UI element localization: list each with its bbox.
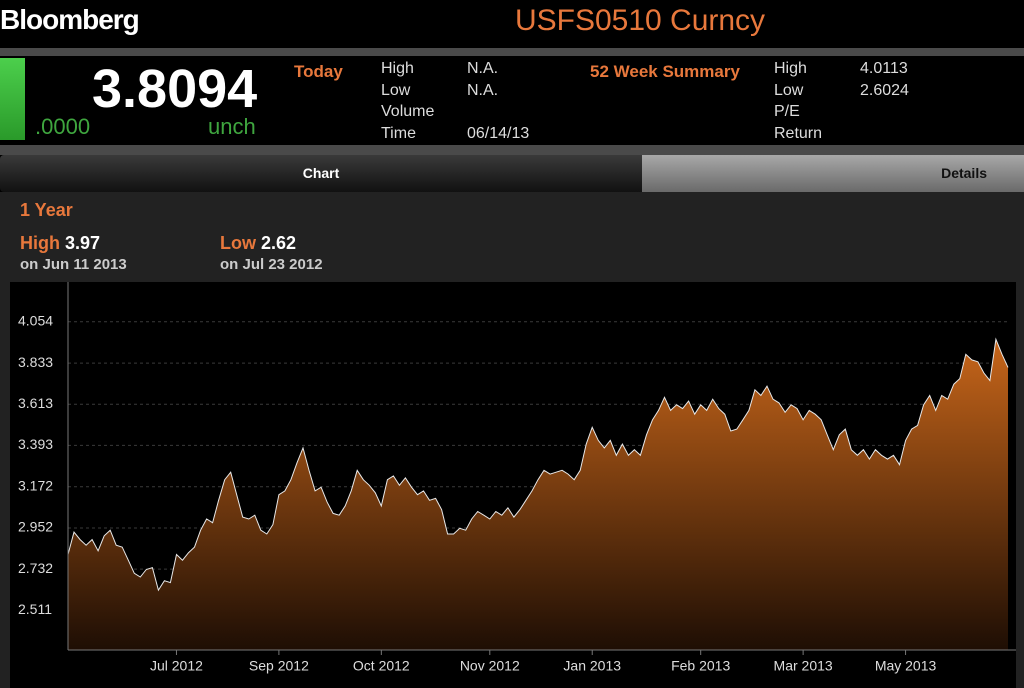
- high-label: High: [20, 233, 60, 253]
- x-tick-label: Nov 2012: [460, 658, 520, 674]
- y-tick-label: 4.054: [18, 312, 53, 328]
- row-value: N.A.: [467, 60, 499, 77]
- row-label: Low: [381, 82, 411, 99]
- low-date: on Jul 23 2012: [220, 256, 323, 273]
- brand: Bloomberg: [0, 4, 140, 35]
- y-tick-label: 3.172: [18, 477, 53, 493]
- y-tick-label: 2.952: [18, 519, 53, 535]
- price: 3.8094: [92, 59, 258, 119]
- x-tick-label: Jul 2012: [150, 658, 203, 674]
- summary-title: 52 Week Summary: [590, 62, 740, 81]
- tab-details[interactable]: Details: [642, 155, 1024, 192]
- x-tick-label: Feb 2013: [671, 658, 730, 674]
- row-label: Time: [381, 125, 416, 142]
- y-tick-label: 3.393: [18, 436, 53, 452]
- row-value: 06/14/13: [467, 125, 530, 142]
- high-value: 3.97: [65, 233, 101, 253]
- range-title: 1 Year: [20, 200, 73, 220]
- x-tick-label: Sep 2012: [249, 658, 309, 674]
- y-tick-label: 3.613: [18, 395, 53, 411]
- row-value: 2.6024: [860, 82, 909, 99]
- y-tick-label: 2.511: [18, 601, 52, 617]
- change-label: unch: [208, 114, 256, 139]
- row-label: High: [381, 60, 414, 77]
- y-tick-label: 2.732: [18, 560, 53, 576]
- ticker: USFS0510 Curncy: [514, 4, 766, 37]
- x-tick-label: May 2013: [875, 658, 937, 674]
- header: [0, 0, 1024, 48]
- x-tick-label: Jan 2013: [563, 658, 621, 674]
- low-value: 2.62: [261, 233, 297, 253]
- row-value: N.A.: [467, 82, 499, 99]
- row-label: P/E: [774, 103, 800, 120]
- line: [67, 337, 1009, 592]
- high-stat: High 3.97: [20, 233, 100, 254]
- y-tick-label: 3.833: [18, 354, 53, 370]
- row-label: High: [774, 60, 807, 77]
- row-value: 4.0113: [860, 60, 908, 77]
- change-bar: [0, 58, 25, 140]
- low-stat: Low 2.62: [220, 233, 296, 254]
- row-label: Volume: [381, 103, 435, 120]
- area: [68, 339, 1008, 650]
- row-label: Return: [774, 125, 823, 142]
- tab-chart[interactable]: Chart: [0, 155, 642, 192]
- separator: [0, 145, 1024, 155]
- high-date: on Jun 11 2013: [20, 256, 127, 273]
- separator: [0, 48, 1024, 56]
- low-label: Low: [220, 233, 256, 253]
- change: .0000: [35, 114, 91, 139]
- x-tick-label: Oct 2012: [353, 658, 410, 674]
- x-tick-label: Mar 2013: [774, 658, 833, 674]
- today-title: Today: [294, 62, 343, 81]
- row-label: Low: [774, 82, 804, 99]
